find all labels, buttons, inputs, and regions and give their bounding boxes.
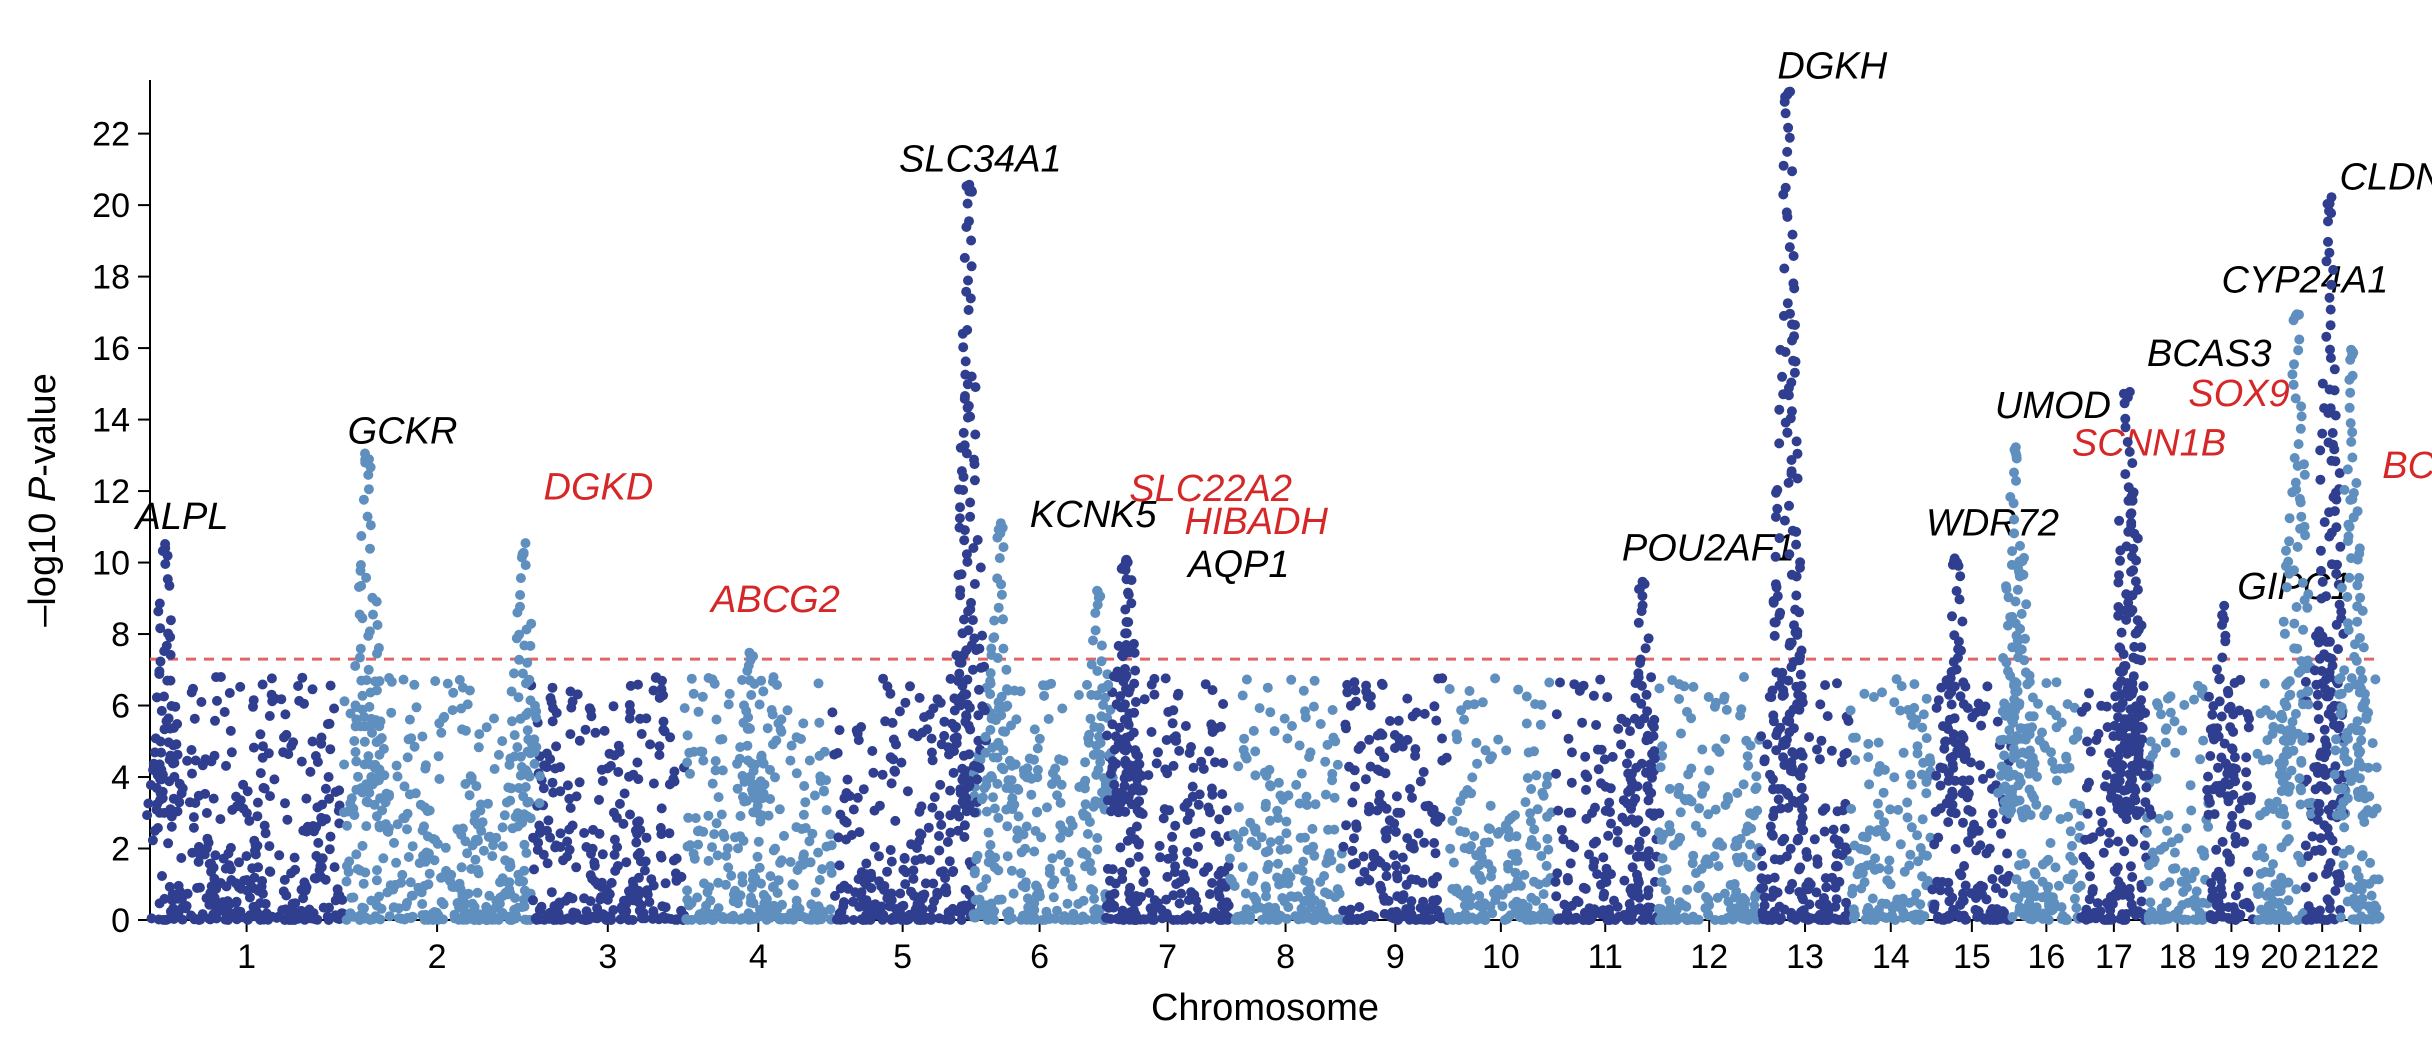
gene-label-bcr: BCR: [2382, 445, 2432, 487]
svg-text:21: 21: [2303, 938, 2341, 976]
svg-text:Chromosome: Chromosome: [1151, 987, 1379, 1029]
gene-label-dgkh: DGKH: [1777, 46, 1887, 88]
svg-text:14: 14: [1872, 938, 1910, 976]
gene-label-hibadh: HIBADH: [1184, 501, 1328, 543]
svg-text:9: 9: [1386, 938, 1405, 976]
svg-text:16: 16: [92, 330, 130, 368]
svg-text:19: 19: [2212, 938, 2250, 976]
svg-text:10: 10: [1482, 938, 1520, 976]
gene-label-wdr72: WDR72: [1926, 502, 2059, 544]
svg-text:5: 5: [893, 938, 912, 976]
svg-text:12: 12: [1690, 938, 1728, 976]
svg-text:20: 20: [92, 187, 130, 225]
svg-text:14: 14: [92, 402, 130, 440]
gene-label-bcas3: BCAS3: [2147, 333, 2272, 375]
svg-text:10: 10: [92, 545, 130, 583]
svg-text:18: 18: [2159, 938, 2197, 976]
svg-text:13: 13: [1786, 938, 1824, 976]
svg-text:2: 2: [428, 938, 447, 976]
gene-label-cldn14: CLDN14: [2340, 157, 2432, 199]
svg-text:6: 6: [111, 688, 130, 726]
svg-text:17: 17: [2095, 938, 2133, 976]
svg-text:8: 8: [111, 616, 130, 654]
gene-label-cyp24a1: CYP24A1: [2222, 259, 2389, 301]
gene-label-sox9: SOX9: [2188, 373, 2289, 415]
gene-label-dgkd: DGKD: [544, 467, 654, 509]
svg-text:6: 6: [1030, 938, 1049, 976]
gene-label-umod: UMOD: [1995, 385, 2111, 427]
svg-text:4: 4: [749, 938, 768, 976]
svg-text:20: 20: [2260, 938, 2298, 976]
svg-text:15: 15: [1953, 938, 1991, 976]
svg-text:18: 18: [92, 259, 130, 297]
svg-text:8: 8: [1276, 938, 1295, 976]
manhattan-svg: 0246810121416182022–log10 P-value1234567…: [0, 0, 2432, 1050]
gene-label-alpl: ALPL: [134, 496, 229, 538]
svg-text:0: 0: [111, 902, 130, 940]
gene-label-gckr: GCKR: [348, 410, 458, 452]
svg-text:1: 1: [237, 938, 256, 976]
gene-label-pou2af1: POU2AF1: [1622, 527, 1795, 569]
svg-text:11: 11: [1588, 938, 1623, 976]
gene-label-slc34a1: SLC34A1: [899, 139, 1062, 181]
gene-label-aqp1: AQP1: [1186, 544, 1289, 586]
svg-text:22: 22: [92, 116, 130, 154]
svg-text:12: 12: [92, 473, 130, 511]
svg-text:7: 7: [1158, 938, 1177, 976]
svg-text:16: 16: [2027, 938, 2065, 976]
svg-text:–log10 P-value: –log10 P-value: [22, 373, 64, 627]
gene-label-abcg2: ABCG2: [709, 579, 840, 621]
svg-text:2: 2: [111, 831, 130, 869]
svg-text:22: 22: [2341, 938, 2379, 976]
svg-text:3: 3: [598, 938, 617, 976]
gene-label-scnn1b: SCNN1B: [2072, 422, 2226, 464]
manhattan-plot: 0246810121416182022–log10 P-value1234567…: [0, 0, 2432, 1050]
svg-text:4: 4: [111, 759, 130, 797]
